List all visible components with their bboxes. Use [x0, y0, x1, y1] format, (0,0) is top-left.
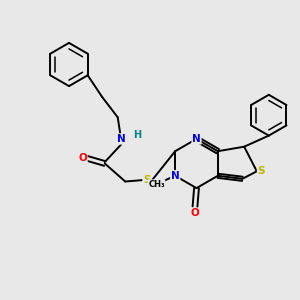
Text: N: N	[117, 134, 126, 144]
Text: S: S	[258, 166, 265, 176]
Text: S: S	[143, 175, 151, 185]
Text: H: H	[133, 130, 141, 140]
Text: N: N	[192, 134, 201, 144]
Text: O: O	[78, 153, 87, 163]
Text: O: O	[190, 208, 200, 218]
Text: N: N	[171, 171, 180, 181]
Text: CH₃: CH₃	[148, 180, 165, 189]
